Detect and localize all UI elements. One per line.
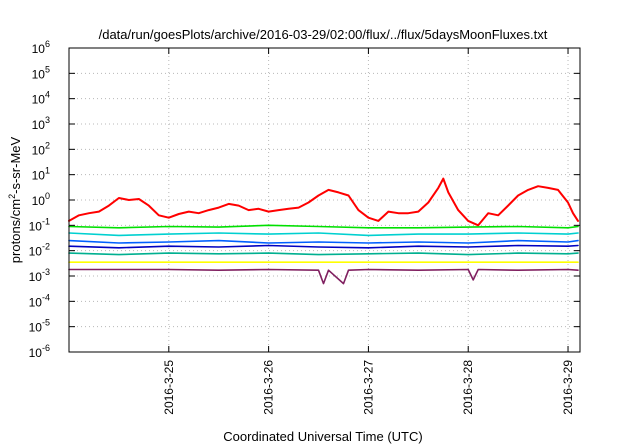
y-tick-label: 100 xyxy=(32,191,50,208)
x-tick-label: 2016-3-29 xyxy=(561,360,575,415)
y-tick-label: 105 xyxy=(32,64,50,81)
series-line-1 xyxy=(68,177,579,227)
grid-lines xyxy=(69,47,580,353)
x-axis-label: Coordinated Universal Time (UTC) xyxy=(223,429,422,444)
y-tick-label: 10-6 xyxy=(29,343,50,360)
chart-title: /data/run/goesPlots/archive/2016-03-29/0… xyxy=(99,27,548,42)
y-tick-label: 10-4 xyxy=(29,292,50,309)
series-line-4 xyxy=(68,239,579,244)
y-axis-label: protons/cm2-s-sr-MeV xyxy=(7,136,23,263)
x-tick-label: 2016-3-27 xyxy=(361,360,375,415)
y-tick-label: 104 xyxy=(32,90,50,107)
x-tick-label: 2016-3-26 xyxy=(262,360,276,415)
x-tick-label: 2016-3-28 xyxy=(461,360,475,415)
series-line-6 xyxy=(68,252,579,256)
y-tick-label: 101 xyxy=(32,166,50,183)
series-line-2 xyxy=(68,224,579,229)
series-line-5 xyxy=(68,244,579,249)
x-tick-label: 2016-3-25 xyxy=(162,360,176,415)
y-tick-label: 10-3 xyxy=(29,267,50,284)
series-line-3 xyxy=(68,232,579,237)
y-tick-label: 10-5 xyxy=(29,318,50,335)
y-tick-label: 103 xyxy=(32,115,50,132)
series-line-8 xyxy=(68,268,579,285)
y-axis-ticks: 106 105 104 103 102 101 100 10-1 10-2 10-3 10-4 10-… xyxy=(29,39,580,360)
data-series xyxy=(68,177,579,285)
y-tick-label: 106 xyxy=(32,39,50,56)
y-tick-label: 102 xyxy=(32,140,50,157)
y-tick-label: 10-1 xyxy=(29,216,50,233)
y-tick-label: 10-2 xyxy=(29,242,50,259)
x-axis-ticks: 2016-3-25 2016-3-26 2016-3-27 2016-3-28 2016… xyxy=(162,48,575,415)
